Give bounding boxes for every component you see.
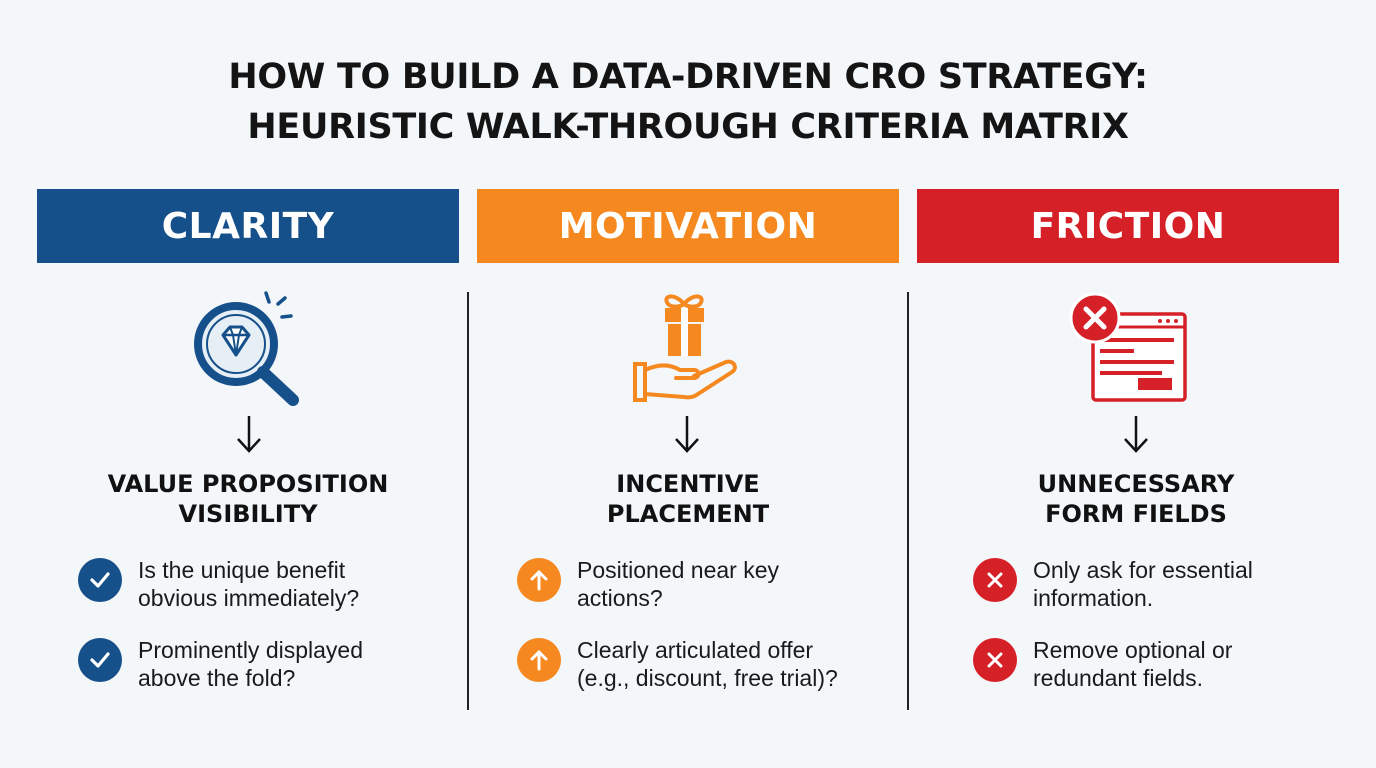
list-item: Clearly articulated offer (e.g., discoun… xyxy=(517,636,838,692)
x-icon xyxy=(973,638,1017,682)
list-item-line: Is the unique benefit xyxy=(138,557,346,583)
criterion-heading-friction: UNNECESSARY FORM FIELDS xyxy=(966,469,1306,529)
header-friction-label: FRICTION xyxy=(1030,205,1226,247)
criterion-heading-line: PLACEMENT xyxy=(606,500,770,528)
title-line-2: HEURISTIC WALK-THROUGH CRITERIA MATRIX xyxy=(247,107,1129,147)
list-item-line: Positioned near key xyxy=(577,557,780,583)
x-icon xyxy=(973,558,1017,602)
list-item: Is the unique benefit obvious immediatel… xyxy=(78,556,359,612)
list-item-line: redundant fields. xyxy=(1033,665,1204,691)
form-error-icon xyxy=(1066,290,1191,406)
list-item-line: Only ask for essential xyxy=(1033,557,1253,583)
header-clarity: CLARITY xyxy=(37,189,459,263)
list-item: Only ask for essential information. xyxy=(973,556,1253,612)
list-item-line: above the fold? xyxy=(138,665,296,691)
list-item-text: Positioned near key actions? xyxy=(577,556,779,612)
header-motivation: MOTIVATION xyxy=(477,189,899,263)
list-item-text: Is the unique benefit obvious immediatel… xyxy=(138,556,359,612)
list-item-text: Remove optional or redundant fields. xyxy=(1033,636,1232,692)
header-motivation-label: MOTIVATION xyxy=(558,205,818,247)
down-arrow-icon xyxy=(667,412,707,456)
up-arrow-icon xyxy=(517,558,561,602)
list-item-line: obvious immediately? xyxy=(138,585,360,611)
header-friction: FRICTION xyxy=(917,189,1339,263)
up-arrow-icon xyxy=(517,638,561,682)
column-divider-1 xyxy=(467,292,469,710)
criterion-heading-motivation: INCENTIVE PLACEMENT xyxy=(518,469,858,529)
title-line-1: HOW TO BUILD A DATA-DRIVEN CRO STRATEGY: xyxy=(228,57,1148,97)
list-item-line: Remove optional or xyxy=(1033,637,1233,663)
gift-hand-icon xyxy=(628,290,748,406)
criterion-heading-line: FORM FIELDS xyxy=(1045,500,1227,528)
list-item-text: Only ask for essential information. xyxy=(1033,556,1253,612)
criterion-heading-line: VISIBILITY xyxy=(178,500,318,528)
list-item-line: information. xyxy=(1033,585,1154,611)
column-divider-2 xyxy=(907,292,909,710)
list-item: Prominently displayed above the fold? xyxy=(78,636,363,692)
list-item-line: actions? xyxy=(577,585,663,611)
list-item: Positioned near key actions? xyxy=(517,556,779,612)
down-arrow-icon xyxy=(1116,412,1156,456)
list-item-text: Clearly articulated offer (e.g., discoun… xyxy=(577,636,838,692)
criterion-heading-line: UNNECESSARY xyxy=(1037,470,1235,498)
list-item-text: Prominently displayed above the fold? xyxy=(138,636,363,692)
criterion-heading-line: VALUE PROPOSITION xyxy=(107,470,389,498)
criterion-heading-clarity: VALUE PROPOSITION VISIBILITY xyxy=(78,469,418,529)
criterion-heading-line: INCENTIVE xyxy=(616,470,760,498)
page-title: HOW TO BUILD A DATA-DRIVEN CRO STRATEGY:… xyxy=(0,52,1376,152)
list-item: Remove optional or redundant fields. xyxy=(973,636,1232,692)
list-item-line: (e.g., discount, free trial)? xyxy=(577,665,838,691)
check-icon xyxy=(78,638,122,682)
magnifier-diamond-icon xyxy=(190,288,310,410)
list-item-line: Prominently displayed xyxy=(138,637,364,663)
check-icon xyxy=(78,558,122,602)
header-clarity-label: CLARITY xyxy=(161,205,335,247)
list-item-line: Clearly articulated offer xyxy=(577,637,814,663)
down-arrow-icon xyxy=(229,412,269,456)
